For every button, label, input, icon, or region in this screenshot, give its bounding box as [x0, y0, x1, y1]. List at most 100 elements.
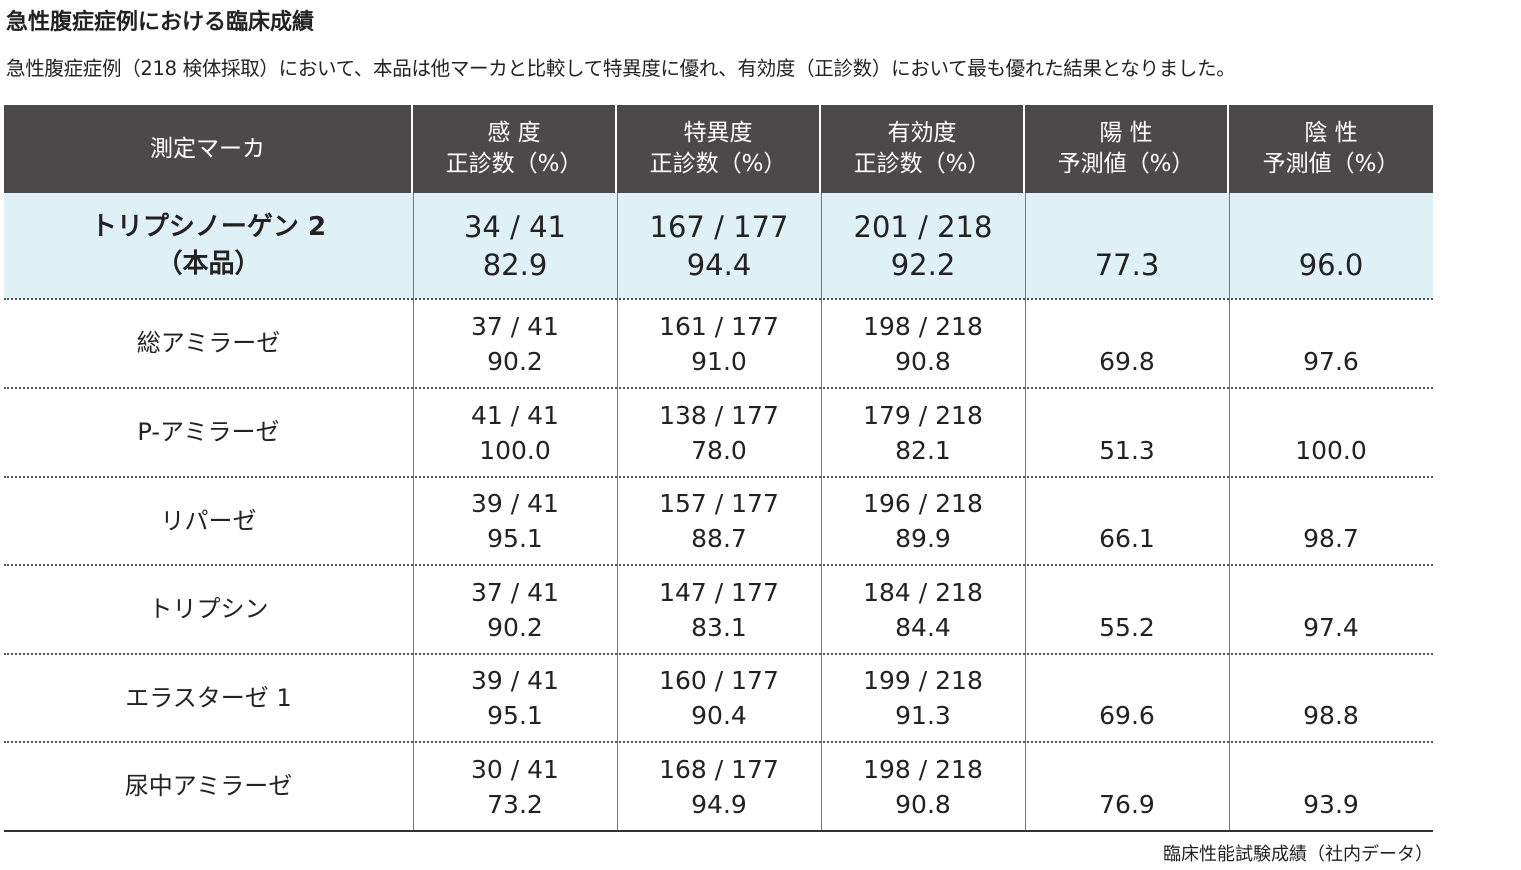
marker-cell: 尿中アミラーゼ — [4, 742, 413, 831]
value-cell: 34 / 41 82.9 — [413, 193, 617, 299]
value-cell: 161 / 177 91.0 — [617, 299, 821, 388]
value-cell: 96.0 — [1229, 193, 1433, 299]
header-text: 正診数（%） — [853, 151, 991, 177]
column-border — [413, 193, 414, 831]
percent: 88.7 — [691, 524, 747, 553]
row-separator — [4, 298, 1433, 300]
percent: 51.3 — [1099, 435, 1155, 465]
marker-cell: トリプシン — [4, 565, 413, 654]
header-text: 測定マーカ — [150, 135, 265, 162]
percent: 55.2 — [1099, 612, 1155, 642]
column-border — [821, 193, 822, 831]
header-text: 予測値（%） — [1262, 151, 1400, 177]
value-cell: 55.2 — [1025, 565, 1229, 654]
percent: 84.4 — [895, 612, 951, 642]
header-cell: 陰 性予測値（%） — [1229, 105, 1433, 193]
percent: 66.1 — [1099, 524, 1155, 553]
value-cell: 100.0 — [1229, 388, 1433, 477]
percent: 92.2 — [890, 248, 956, 282]
percent: 100.0 — [1295, 435, 1367, 465]
fraction: 167 / 177 — [649, 210, 789, 244]
fraction: 161 / 177 — [659, 311, 779, 341]
row-separator — [4, 476, 1433, 478]
percent: 83.1 — [691, 612, 747, 642]
header-text: 有効度 — [887, 120, 957, 146]
percent: 91.0 — [691, 346, 747, 376]
fraction: 37 / 41 — [471, 311, 559, 341]
row-separator — [4, 564, 1433, 566]
marker-name: リパーゼ — [160, 506, 257, 535]
value-cell: 77.3 — [1025, 193, 1229, 299]
fraction: 198 / 218 — [863, 754, 983, 784]
value-cell: 160 / 177 90.4 — [617, 654, 821, 742]
value-cell: 98.7 — [1229, 477, 1433, 565]
percent: 91.3 — [895, 701, 951, 730]
value-cell: 76.9 — [1025, 742, 1229, 831]
marker-cell: リパーゼ — [4, 477, 413, 565]
highlight-row — [4, 193, 1433, 299]
header-text: 陰 性 — [1304, 120, 1358, 146]
fraction: 199 / 218 — [863, 666, 983, 695]
fraction: 147 / 177 — [659, 577, 779, 607]
value-cell: 168 / 177 94.9 — [617, 742, 821, 831]
column-border — [1229, 193, 1230, 831]
fraction: 37 / 41 — [471, 577, 559, 607]
value-cell: 37 / 41 90.2 — [413, 299, 617, 388]
value-cell: 179 / 218 82.1 — [821, 388, 1025, 477]
header-text: 特異度 — [683, 120, 753, 146]
marker-name: 総アミラーゼ — [136, 329, 281, 357]
marker-cell: エラスターゼ 1 — [4, 654, 413, 742]
percent: 96.0 — [1298, 248, 1364, 282]
value-cell: 98.8 — [1229, 654, 1433, 742]
row-separator — [4, 387, 1433, 389]
marker-cell: 総アミラーゼ — [4, 299, 413, 388]
fraction: 201 / 218 — [853, 210, 993, 244]
percent: 97.4 — [1303, 612, 1359, 642]
fraction: 157 / 177 — [659, 489, 779, 518]
marker-name: P-アミラーゼ — [137, 418, 280, 446]
value-cell: 69.6 — [1025, 654, 1229, 742]
percent: 73.2 — [487, 789, 543, 819]
value-cell: 147 / 177 83.1 — [617, 565, 821, 654]
header-cell: 有効度正診数（%） — [821, 105, 1023, 193]
column-border — [1025, 193, 1026, 831]
header-cell: 測定マーカ — [4, 105, 411, 193]
title: 急性腹症症例における臨床成績 — [6, 10, 315, 35]
fraction: 168 / 177 — [659, 754, 779, 784]
percent: 90.2 — [487, 612, 543, 642]
fraction: 30 / 41 — [471, 754, 559, 784]
fraction: 39 / 41 — [471, 666, 559, 695]
footnote: 臨床性能試験成績（社内データ） — [1163, 844, 1433, 865]
fraction: 184 / 218 — [863, 577, 983, 607]
fraction: 160 / 177 — [659, 666, 779, 695]
header-text: 正診数（%） — [649, 151, 787, 177]
percent: 100.0 — [479, 435, 551, 465]
header-text: 陽 性 — [1099, 120, 1153, 146]
fraction: 196 / 218 — [863, 489, 983, 518]
percent: 97.6 — [1303, 346, 1359, 376]
value-cell: 198 / 218 90.8 — [821, 742, 1025, 831]
fraction: 34 / 41 — [463, 210, 566, 244]
percent: 98.7 — [1303, 524, 1359, 553]
percent: 90.8 — [895, 346, 951, 376]
row-separator — [4, 741, 1433, 743]
fraction: 198 / 218 — [863, 311, 983, 341]
header-text: 正診数（%） — [445, 151, 583, 177]
column-border — [617, 193, 618, 831]
value-cell: 167 / 177 94.4 — [617, 193, 821, 299]
value-cell: 198 / 218 90.8 — [821, 299, 1025, 388]
row-separator — [4, 653, 1433, 655]
percent: 77.3 — [1094, 248, 1160, 282]
value-cell: 37 / 41 90.2 — [413, 565, 617, 654]
value-cell: 97.4 — [1229, 565, 1433, 654]
fraction: 179 / 218 — [863, 400, 983, 430]
percent: 95.1 — [487, 701, 543, 730]
value-cell: 41 / 41 100.0 — [413, 388, 617, 477]
value-cell: 138 / 177 78.0 — [617, 388, 821, 477]
value-cell: 39 / 41 95.1 — [413, 477, 617, 565]
percent: 82.9 — [482, 248, 548, 282]
percent: 94.9 — [691, 789, 747, 819]
percent: 69.8 — [1099, 346, 1155, 376]
value-cell: 201 / 218 92.2 — [821, 193, 1025, 299]
percent: 90.2 — [487, 346, 543, 376]
